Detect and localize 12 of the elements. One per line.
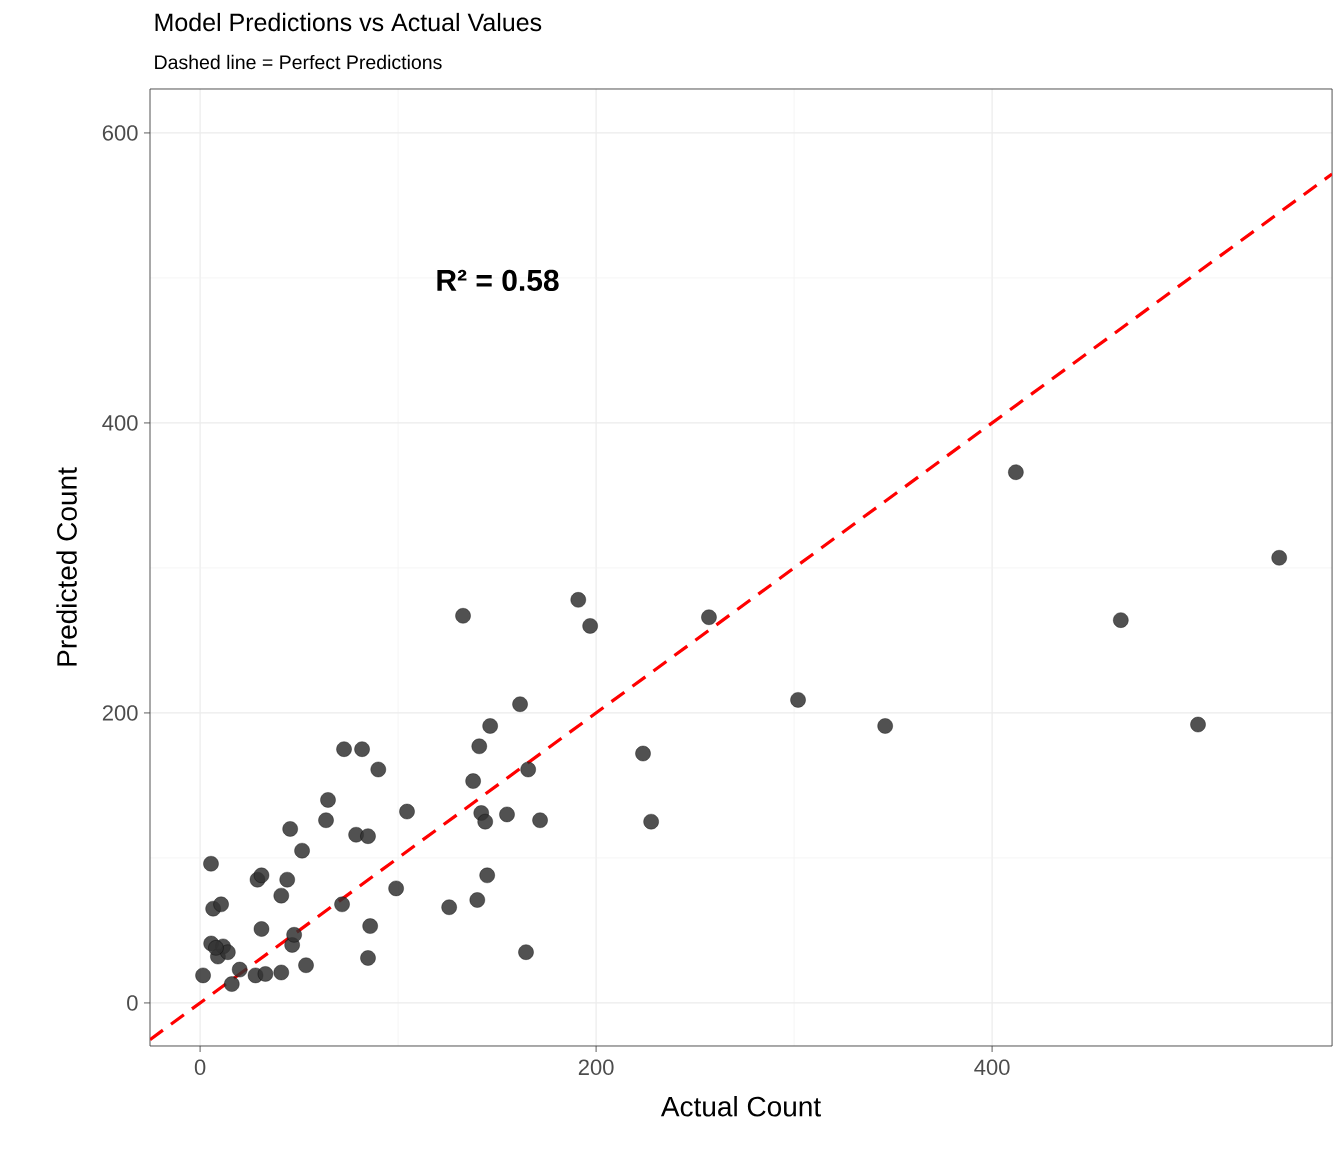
y-tick-label: 200 [102,705,138,721]
chart-title: Model Predictions vs Actual Values [155,12,542,32]
y-tick-label: 600 [102,125,138,141]
y-axis-title: Predicted Count [56,467,77,666]
x-tick-label: 200 [578,1059,614,1076]
x-axis-title: Actual Count [660,1095,821,1117]
y-tick-label: 400 [102,415,138,431]
x-tick-label: 400 [974,1059,1010,1076]
y-tick-label: 0 [127,995,138,1011]
x-tick-label: 0 [194,1059,206,1076]
chart-subtitle: Dashed line = Perfect Predictions [155,54,442,70]
annotation: R² = 0.58 [437,269,559,292]
